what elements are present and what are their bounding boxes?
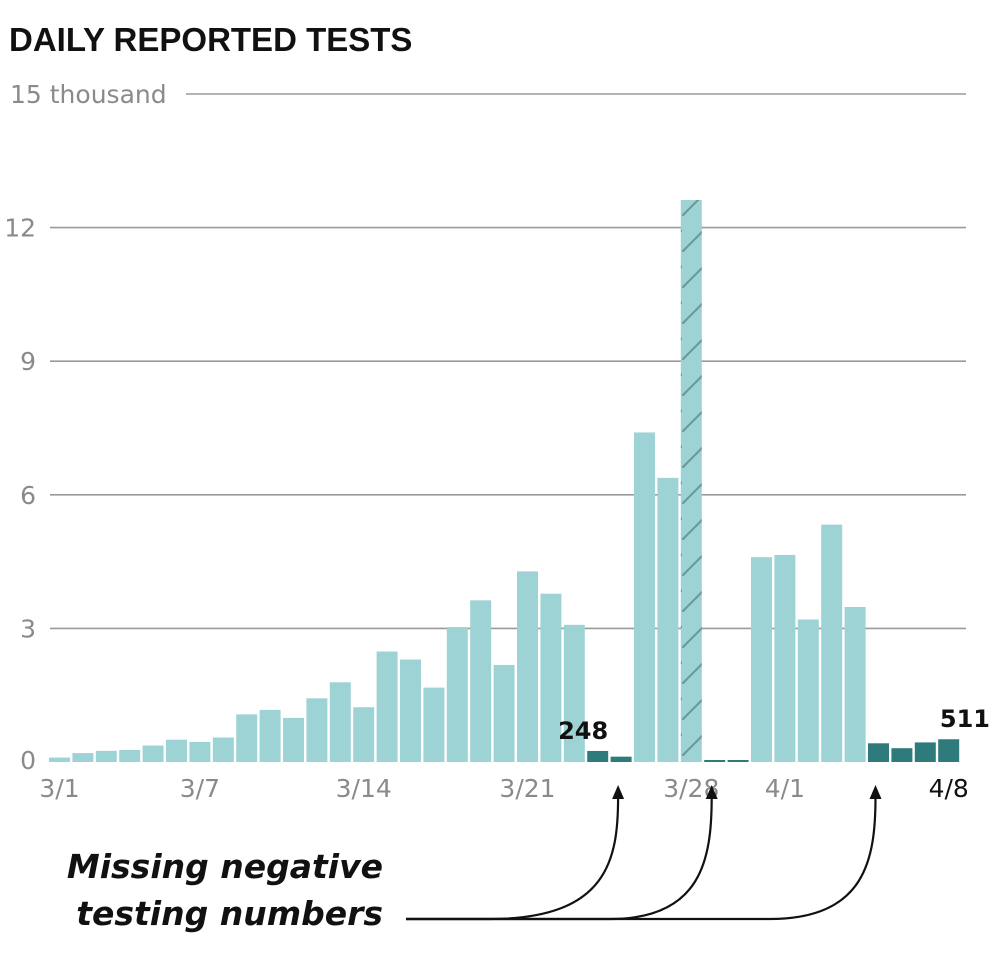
bars bbox=[49, 199, 960, 763]
annotation: Missing negative testing numbers bbox=[67, 785, 882, 933]
bar-3-8 bbox=[212, 737, 234, 762]
bar-4-6 bbox=[891, 748, 913, 762]
bar-4-1 bbox=[774, 554, 796, 762]
gridlines bbox=[50, 93, 966, 630]
bar-3-25 bbox=[610, 756, 632, 762]
bar-3-23 bbox=[563, 624, 585, 762]
bar-3-3 bbox=[95, 750, 117, 762]
bar-3-22 bbox=[540, 593, 562, 762]
y-tick-label: 6 bbox=[20, 481, 36, 510]
bar-3-10 bbox=[259, 709, 281, 762]
bar-3-26 bbox=[634, 432, 655, 762]
bar-3-5 bbox=[142, 745, 164, 762]
bar-3-16 bbox=[400, 659, 421, 762]
bar-4-8 bbox=[938, 739, 960, 762]
arrow-head bbox=[705, 785, 718, 799]
x-tick-label: 4/1 bbox=[765, 774, 805, 803]
arrow-head bbox=[869, 785, 882, 799]
bar-4-3 bbox=[821, 524, 843, 762]
bar-3-15 bbox=[376, 651, 398, 762]
bar-3-4 bbox=[119, 749, 141, 762]
bar-3-17 bbox=[423, 687, 445, 762]
bar-3-24 bbox=[587, 750, 609, 762]
chart-title: DAILY REPORTED TESTS bbox=[9, 21, 412, 58]
bar-4-7 bbox=[914, 742, 936, 762]
bar-3-31 bbox=[751, 557, 772, 762]
bar-3-21 bbox=[517, 571, 538, 762]
x-tick-label: 3/7 bbox=[180, 774, 220, 803]
bar-3-1 bbox=[49, 757, 70, 762]
bar-3-6 bbox=[166, 739, 187, 762]
annotation-arrow bbox=[406, 796, 713, 921]
x-tick-label: 4/8 bbox=[929, 774, 969, 803]
y-tick-label: 0 bbox=[20, 746, 36, 775]
bar-3-13 bbox=[329, 682, 351, 762]
annotation-line-1: Missing negative bbox=[67, 847, 383, 886]
bar-4-5 bbox=[868, 743, 889, 762]
bar-3-7 bbox=[189, 741, 211, 762]
y-tick-label: 3 bbox=[20, 614, 36, 643]
bar-3-18 bbox=[446, 627, 468, 762]
bar-3-29 bbox=[704, 760, 726, 762]
annotation-arrow bbox=[406, 796, 620, 921]
bar-3-19 bbox=[470, 600, 492, 762]
x-tick-label: 3/14 bbox=[336, 774, 392, 803]
bar-value-label: 248 bbox=[558, 717, 608, 745]
annotation-arrow bbox=[406, 796, 877, 921]
bar-3-27 bbox=[657, 477, 679, 762]
bar-3-20 bbox=[493, 664, 515, 762]
x-tick-label: 3/21 bbox=[499, 774, 555, 803]
y-tick-label: 12 bbox=[4, 214, 36, 243]
annotation-line-2: testing numbers bbox=[76, 894, 383, 933]
bar-3-28 bbox=[680, 199, 702, 763]
bar-3-9 bbox=[236, 714, 258, 762]
bar-4-2 bbox=[797, 619, 819, 762]
x-tick-label: 3/1 bbox=[39, 774, 79, 803]
bar-4-4 bbox=[844, 607, 866, 762]
bar-3-2 bbox=[72, 753, 94, 762]
bar-3-11 bbox=[283, 717, 304, 762]
arrow-head bbox=[612, 785, 625, 799]
bar-3-12 bbox=[306, 698, 328, 762]
y-tick-label: 15 thousand bbox=[10, 80, 167, 109]
bar-3-30 bbox=[727, 760, 749, 762]
bar-3-14 bbox=[353, 707, 375, 762]
y-tick-label: 9 bbox=[20, 347, 36, 376]
bar-value-label: 511 bbox=[940, 705, 990, 733]
